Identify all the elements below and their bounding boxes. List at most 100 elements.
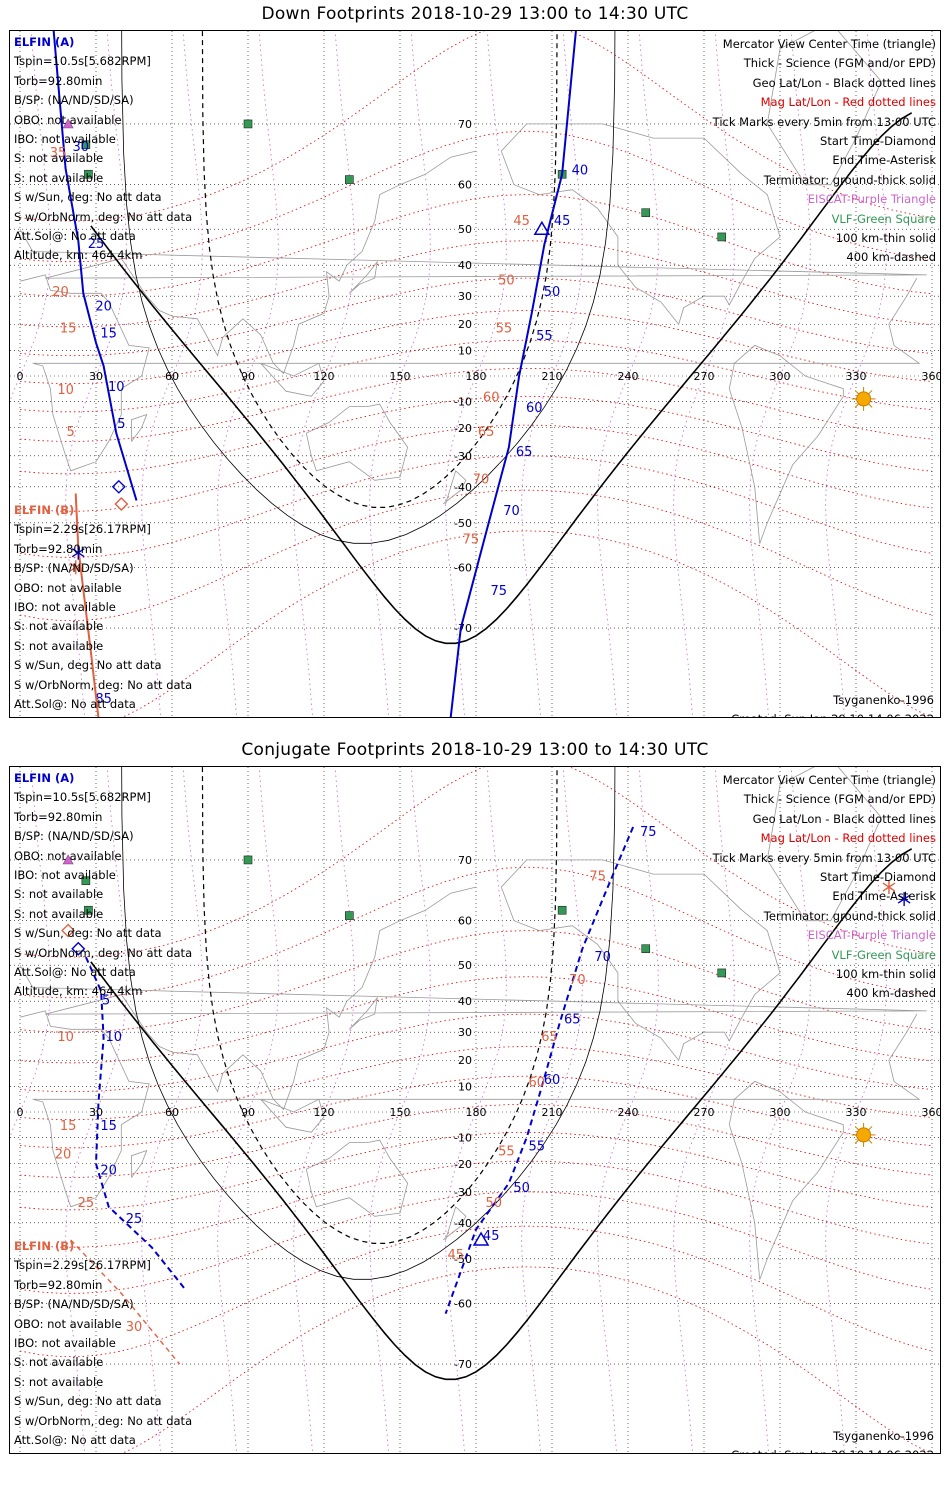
vlf-site	[84, 169, 93, 179]
elfin-a-info-line: IBO: not available	[14, 868, 116, 883]
vlf-site	[717, 232, 727, 242]
coastline	[500, 859, 781, 1061]
x-tick-label: 180	[466, 1106, 487, 1119]
coastline	[131, 413, 148, 442]
mag-parallel	[19, 31, 933, 222]
y-tick-label: 20	[458, 1054, 472, 1067]
track-tick-label: 5	[102, 993, 110, 1008]
elfin-a-info-line: S: not available	[14, 151, 104, 166]
y-tick-label: 60	[458, 179, 472, 192]
x-tick-label: 150	[390, 370, 411, 383]
coastline	[349, 996, 378, 1030]
elfin-a-info-line: S: not available	[14, 170, 104, 185]
legend-entry: Terminator: ground-thick solid	[763, 908, 936, 923]
legend-entry: Tick Marks every 5min from 13:00 UTC	[712, 850, 936, 865]
elfin-a-info-line: S w/OrbNorm, deg: No att data	[14, 209, 193, 224]
track-elfin-a	[84, 956, 186, 1290]
elfin-b-info-line: OBO: not available	[14, 1316, 122, 1331]
chart-title-down: Down Footprints 2018-10-29 13:00 to 14:3…	[261, 4, 689, 24]
terminator	[90, 848, 913, 1381]
elfin-b-info-line: S w/Sun, deg: No att data	[14, 1394, 162, 1409]
x-tick-label: 0	[17, 1106, 24, 1119]
y-tick-label: 70	[458, 118, 472, 131]
x-tick-label: 240	[618, 370, 639, 383]
vlf-site	[345, 175, 354, 184]
center-triangle	[472, 1231, 490, 1246]
legend-entry: End Time-Asterisk	[832, 153, 936, 168]
track-tick-label: 15	[60, 1119, 77, 1134]
track-tick-label: 35	[50, 146, 67, 161]
elfin-b-info-line: Torb=92.80min	[14, 541, 103, 556]
elfin-b-info-line: B/SP: (NA/ND/SD/SA)	[14, 1297, 134, 1312]
track-tick-label: 70	[503, 504, 520, 519]
created-timestamp: Created: Sun Jan 29 10:14:06 2023	[731, 712, 934, 717]
x-tick-label: 30	[89, 370, 103, 383]
elfin-a-info: ELFIN (A) Tspin=10.5s[5.682RPM] Torb=92.80…	[14, 769, 192, 1002]
x-tick-label: 60	[165, 370, 179, 383]
elfin-a-info-line: Att.Sol@: No att data	[14, 229, 136, 244]
track-tick-label: 15	[60, 321, 77, 336]
elfin-a-info-line: S: not available	[14, 906, 104, 921]
track-tick-label: 15	[100, 1119, 117, 1134]
vlf-site	[557, 905, 567, 915]
track-elfin-a	[444, 826, 635, 1315]
elfin-b-info-line: S: not available	[14, 1355, 104, 1370]
coastline	[19, 274, 921, 472]
legend-entry: Mercator View Center Time (triangle)	[722, 37, 936, 51]
y-tick-label: 30	[458, 290, 472, 303]
track-tick-label: 20	[100, 1164, 117, 1179]
legend-entry: Terminator: ground-thick solid	[763, 172, 936, 187]
track-tick-label: 5	[67, 425, 75, 440]
x-tick-label: 270	[694, 1106, 715, 1119]
legend-entry: Start Time-Diamond	[820, 870, 936, 885]
track-tick-label: 50	[544, 285, 561, 300]
track-tick-label: 60	[483, 390, 500, 405]
coastline	[305, 1139, 409, 1217]
legend-entry: Mercator View Center Time (triangle)	[722, 773, 936, 787]
coastline	[500, 123, 781, 325]
elfin-a-info-line: Tspin=10.5s[5.682RPM]	[14, 790, 151, 805]
vlf-site	[345, 911, 354, 920]
y-tick-label: 60	[458, 915, 472, 928]
mag-parallel	[19, 194, 933, 297]
legend-entry: Geo Lat/Lon - Black dotted lines	[752, 75, 936, 90]
x-tick-label: 300	[770, 370, 791, 383]
elfin-b-info-line: S: not available	[14, 1374, 104, 1389]
coastline	[766, 767, 882, 922]
footprint-100km	[121, 767, 616, 1280]
track-tick-label: 20	[52, 285, 69, 300]
y-tick-label: 10	[458, 345, 472, 358]
track-elfin-b	[74, 493, 100, 717]
track-tick-label: 15	[100, 327, 117, 342]
track-tick-label: 60	[529, 1076, 546, 1091]
y-tick-label: -20	[454, 1158, 472, 1171]
coastline	[766, 31, 882, 186]
track-tick-label: 55	[498, 1145, 515, 1160]
y-tick-label: -70	[454, 622, 472, 635]
legend-entry: Thick - Science (FGM and/or EPD)	[743, 792, 936, 807]
elfin-a-info-line: Torb=92.80min	[14, 809, 103, 824]
elfin-a-info-line: Att.Sol@: No att data	[14, 965, 136, 980]
x-tick-label: 210	[542, 1106, 563, 1119]
elfin-a-info-line: IBO: not available	[14, 132, 116, 147]
vlf-site	[717, 968, 727, 978]
y-tick-label: -60	[454, 561, 472, 574]
legend-entry: Tick Marks every 5min from 13:00 UTC	[712, 114, 936, 129]
elfin-b-info-line: B/SP: (NA/ND/SD/SA)	[14, 561, 134, 576]
track-tick-label: 30	[126, 1320, 143, 1335]
footprint-400km	[201, 767, 558, 1244]
track-tick-label: 75	[640, 825, 657, 840]
mag-parallel	[19, 1225, 933, 1357]
track-tick-label: 65	[541, 1030, 558, 1045]
y-tick-label: 70	[458, 854, 472, 867]
end-asterisk	[882, 880, 896, 895]
track-tick-label: 50	[513, 1181, 530, 1196]
legend-entry: VLF-Green Square	[831, 947, 936, 962]
coastline	[305, 403, 409, 481]
elfin-b-info-line: Tspin=2.29s[26.17RPM]	[14, 1258, 151, 1273]
track-tick-label: 70	[473, 473, 490, 488]
coastline	[728, 1080, 844, 1280]
elfin-b-info-line: OBO: not available	[14, 580, 122, 595]
track-tick-label: 25	[126, 1212, 143, 1227]
y-tick-label: 10	[458, 1081, 472, 1094]
